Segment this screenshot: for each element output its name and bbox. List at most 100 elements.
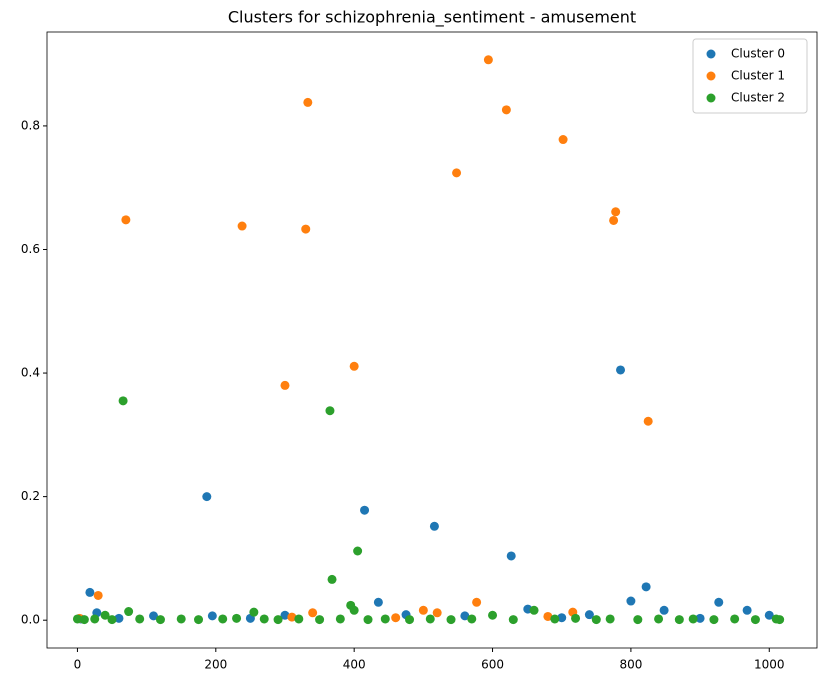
y-tick-label: 0.2 — [21, 489, 40, 503]
point — [118, 396, 128, 406]
point — [654, 614, 664, 624]
point — [218, 614, 228, 624]
y-tick-label: 0.8 — [21, 118, 40, 132]
legend-box — [692, 38, 808, 114]
point — [308, 608, 318, 618]
point — [249, 607, 259, 617]
x-tick-label: 200 — [204, 658, 227, 672]
point — [363, 615, 373, 625]
point — [232, 613, 242, 623]
point — [93, 590, 103, 600]
point — [609, 215, 619, 225]
legend-label: Cluster 1 — [731, 69, 785, 83]
point — [472, 597, 482, 607]
x-tick-label: 1000 — [754, 658, 785, 672]
point — [237, 221, 247, 231]
point — [425, 614, 435, 624]
legend-marker — [706, 93, 716, 103]
point — [501, 105, 511, 115]
x-tick-label: 400 — [343, 658, 366, 672]
legend-label: Cluster 0 — [731, 47, 785, 61]
point — [467, 614, 477, 624]
point — [207, 611, 217, 621]
point — [280, 610, 290, 620]
point — [114, 613, 124, 623]
plot-area — [46, 31, 818, 649]
point — [124, 607, 134, 617]
point — [121, 215, 131, 225]
point — [280, 380, 290, 390]
point — [452, 168, 462, 178]
point — [616, 365, 626, 375]
point — [259, 614, 269, 624]
legend-marker — [706, 49, 716, 59]
point — [273, 615, 283, 625]
point — [714, 597, 724, 607]
point — [543, 611, 553, 621]
point — [750, 615, 760, 625]
point — [557, 613, 567, 623]
point — [353, 546, 363, 556]
point — [325, 406, 335, 416]
point — [149, 611, 159, 621]
point — [100, 610, 110, 620]
y-tick-label: 0.4 — [21, 366, 40, 380]
point — [303, 97, 313, 107]
point — [730, 614, 740, 624]
point — [550, 614, 560, 624]
y-tick-label: 0.0 — [21, 613, 40, 627]
point — [176, 614, 186, 624]
chart-title: Clusters for schizophrenia_sentiment - a… — [228, 8, 636, 28]
point — [709, 615, 719, 625]
point — [633, 615, 643, 625]
point — [349, 361, 359, 371]
point — [155, 615, 165, 625]
point — [446, 615, 456, 625]
point — [775, 615, 785, 625]
point — [764, 610, 774, 620]
point — [391, 613, 401, 623]
y-tick-label: 0.6 — [21, 242, 40, 256]
point — [72, 614, 82, 624]
point — [659, 605, 669, 615]
point — [508, 615, 518, 625]
point — [584, 610, 594, 620]
legend-label: Cluster 2 — [731, 91, 785, 105]
point — [488, 610, 498, 620]
point — [405, 615, 415, 625]
point — [107, 615, 117, 625]
point — [135, 614, 145, 624]
point — [460, 611, 470, 621]
point — [349, 605, 359, 615]
point — [643, 416, 653, 426]
point — [294, 614, 304, 624]
point — [85, 587, 95, 597]
point — [432, 608, 442, 618]
point — [641, 582, 651, 592]
point — [373, 597, 383, 607]
x-tick-label: 800 — [619, 658, 642, 672]
point — [571, 613, 581, 623]
point — [429, 521, 439, 531]
x-tick-label: 0 — [74, 658, 82, 672]
point — [315, 615, 325, 625]
point — [335, 614, 345, 624]
point — [506, 551, 516, 561]
point — [380, 614, 390, 624]
point — [695, 613, 705, 623]
point — [674, 615, 684, 625]
point — [79, 615, 89, 625]
point — [360, 505, 370, 515]
point — [611, 207, 621, 217]
point — [688, 614, 698, 624]
point — [605, 614, 615, 624]
x-tick-label: 600 — [481, 658, 504, 672]
point — [90, 614, 100, 624]
point — [626, 596, 636, 606]
point — [529, 605, 539, 615]
point — [418, 605, 428, 615]
point — [194, 615, 204, 625]
legend-marker — [706, 71, 716, 81]
point — [327, 574, 337, 584]
